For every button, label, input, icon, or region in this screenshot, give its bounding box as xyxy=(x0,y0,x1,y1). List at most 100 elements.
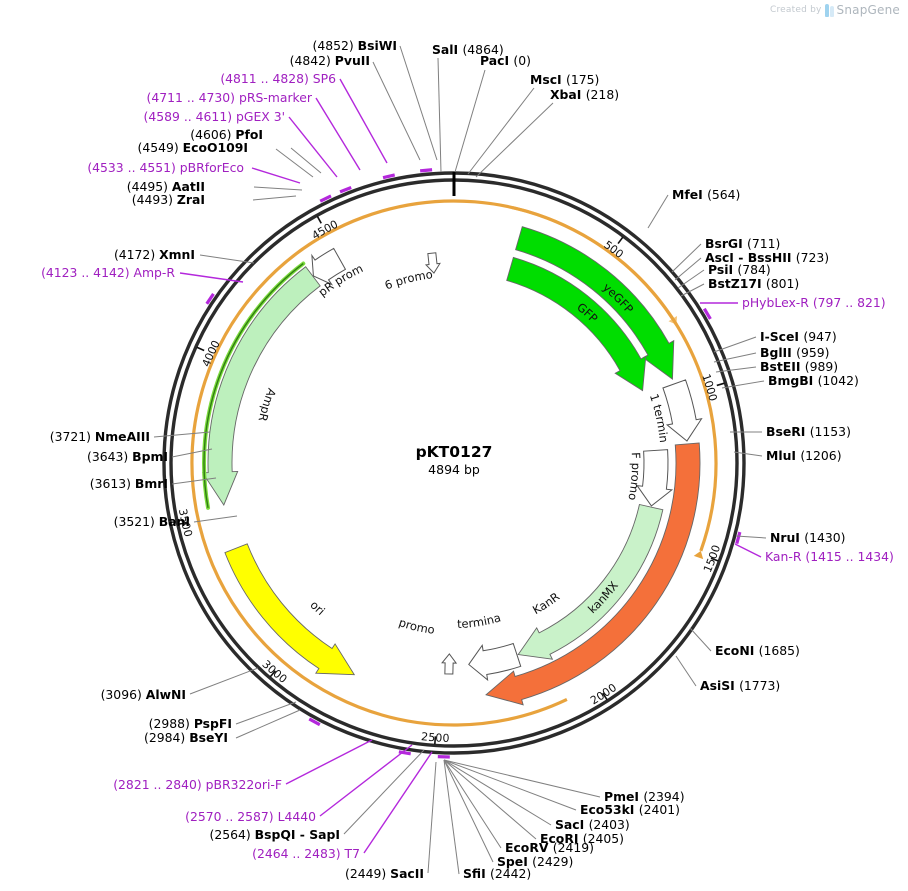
leader-line xyxy=(343,749,425,835)
label-ecorv[interactable]: EcoRV (2419) xyxy=(505,840,594,855)
label-zrai[interactable]: (4493) ZraI xyxy=(132,192,205,207)
label-pspfi[interactable]: (2988) PspFI xyxy=(149,716,232,731)
leader-line xyxy=(680,283,705,297)
label-phyblex-r[interactable]: pHybLex-R (797 .. 821) xyxy=(742,295,886,310)
label-pfoi[interactable]: (4606) PfoI xyxy=(190,127,263,142)
label-bsteii[interactable]: BstEII (989) xyxy=(760,359,838,374)
label-text: BsrGI (711) xyxy=(705,236,780,251)
label-mfei[interactable]: MfeI (564) xyxy=(672,187,740,202)
feature-adh1-terminator xyxy=(662,379,703,442)
ruler-tick-3500: 3500 xyxy=(176,508,195,539)
feature-tef-promoter xyxy=(636,449,674,507)
label-bseri[interactable]: BseRI (1153) xyxy=(766,424,851,439)
label-pgex-3-[interactable]: (4589 .. 4611) pGEX 3' xyxy=(144,109,285,124)
label-nmeaiii[interactable]: (3721) NmeAIII xyxy=(50,429,150,444)
label-saci[interactable]: SacI (2403) xyxy=(555,817,630,832)
feature-shape xyxy=(468,642,522,682)
tick-label: 500 xyxy=(601,238,625,261)
leader-line xyxy=(443,759,494,863)
label-aatii[interactable]: (4495) AatII xyxy=(127,179,205,194)
label-bpmi[interactable]: (3643) BpmI xyxy=(87,449,168,464)
label-xmni[interactable]: (4172) XmnI xyxy=(114,247,195,262)
label-amp-r[interactable]: (4123 .. 4142) Amp-R xyxy=(41,265,175,280)
leader-line xyxy=(735,535,767,539)
leader-line xyxy=(675,655,697,687)
label-kan-r[interactable]: Kan-R (1415 .. 1434) xyxy=(765,549,894,564)
feature-shape xyxy=(311,247,347,286)
label-econi[interactable]: EcoNI (1685) xyxy=(715,643,800,658)
label-prs-marker[interactable]: (4711 .. 4730) pRS-marker xyxy=(147,90,313,105)
label-bsiwi[interactable]: (4852) BsiWI xyxy=(313,38,398,53)
label-psii[interactable]: PsiI (784) xyxy=(708,262,771,277)
tick-mark xyxy=(434,736,437,745)
label-ecoo109i[interactable]: (4549) EcoO109I xyxy=(138,140,248,155)
label-text: MluI (1206) xyxy=(766,448,842,463)
label-pmei[interactable]: PmeI (2394) xyxy=(604,789,685,804)
leader-line xyxy=(443,759,460,875)
leader-line xyxy=(319,744,413,817)
label-sali[interactable]: SalI (4864) xyxy=(432,42,504,57)
leader-line xyxy=(721,380,765,389)
label-bspqi-sapi[interactable]: (2564) BspQI - SapI xyxy=(209,827,340,842)
ruler-tick-2500: 2500 xyxy=(420,730,449,745)
label-nrui[interactable]: NruI (1430) xyxy=(770,530,845,545)
ruler-tick-4500: 4500 xyxy=(310,215,340,242)
tick-label: 3500 xyxy=(176,508,195,539)
label-text: BseRI (1153) xyxy=(766,424,851,439)
label-msci[interactable]: MscI (175) xyxy=(530,72,599,87)
leader-line xyxy=(674,257,702,281)
label-text: (4533 .. 4551) pBRforEco xyxy=(87,160,244,175)
label-text: (3613) BmrI xyxy=(90,476,168,491)
label-text: BstZ17I (801) xyxy=(708,276,799,291)
label-pvuii[interactable]: (4842) PvuII xyxy=(290,53,370,68)
label-text: (4711 .. 4730) pRS-marker xyxy=(147,90,313,105)
label-bmri[interactable]: (3613) BmrI xyxy=(90,476,168,491)
label-text: EcoRV (2419) xyxy=(505,840,594,855)
tick-mark xyxy=(716,382,725,387)
labels-bottom-right: PmeI (2394)Eco53kI (2401)SacI (2403)EcoR… xyxy=(443,759,685,881)
label-text: NruI (1430) xyxy=(770,530,845,545)
label-sp6[interactable]: (4811 .. 4828) SP6 xyxy=(220,71,336,86)
label-eco53ki[interactable]: Eco53kI (2401) xyxy=(580,802,680,817)
label-ecori[interactable]: EcoRI (2405) xyxy=(540,831,624,846)
label-text: SalI (4864) xyxy=(432,42,504,57)
ampR-accent-line xyxy=(202,261,306,510)
label-mlui[interactable]: MluI (1206) xyxy=(766,448,842,463)
label-t7[interactable]: (2464 .. 2483) T7 xyxy=(252,846,360,861)
label-bstz17i[interactable]: BstZ17I (801) xyxy=(708,276,799,291)
label-asci-bsshii[interactable]: AscI - BssHII (723) xyxy=(705,250,829,265)
label-spei[interactable]: SpeI (2429) xyxy=(497,854,573,869)
label-bseyi[interactable]: (2984) BseYI xyxy=(144,730,228,745)
tick-mark xyxy=(269,670,277,678)
label-sfii[interactable]: SfiI (2442) xyxy=(463,866,531,881)
label-alwni[interactable]: (3096) AlwNI xyxy=(101,687,186,702)
leader-line xyxy=(288,116,338,178)
leader-line xyxy=(285,739,373,785)
label-asisi[interactable]: AsiSI (1773) xyxy=(700,678,780,693)
label-xbai[interactable]: XbaI (218) xyxy=(550,87,619,102)
label-text: PmeI (2394) xyxy=(604,789,685,804)
label-bani[interactable]: (3521) BanI xyxy=(114,514,190,529)
label-bsrgi[interactable]: BsrGI (711) xyxy=(705,236,780,251)
snapgene-logo-icon xyxy=(824,3,834,17)
feature-kanmx xyxy=(485,442,701,706)
label-pbrforeco[interactable]: (4533 .. 4551) pBRforEco xyxy=(87,160,244,175)
label-text: XbaI (218) xyxy=(550,87,619,102)
labels-left: (3521) BanI (3613) BmrI (3643) BpmI (3721) … xyxy=(41,247,255,529)
label-text: (4172) XmnI xyxy=(114,247,195,262)
label-l4440[interactable]: (2570 .. 2587) L4440 xyxy=(185,809,316,824)
label-i-scei[interactable]: I-SceI (947) xyxy=(760,329,837,344)
label-text: pHybLex-R (797 .. 821) xyxy=(742,295,886,310)
primer-tick xyxy=(735,531,742,545)
label-bmgbi[interactable]: BmgBI (1042) xyxy=(768,373,859,388)
label-bglii[interactable]: BglII (959) xyxy=(760,345,829,360)
label-sacii[interactable]: (2449) SacII xyxy=(345,866,424,881)
leader-line xyxy=(443,759,577,811)
feature-shape xyxy=(517,503,664,660)
leader-line xyxy=(733,451,763,457)
feature-shape xyxy=(662,379,703,442)
label-pbr322ori-f[interactable]: (2821 .. 2840) pBR322ori-F xyxy=(113,777,282,792)
label-paci[interactable]: PacI (0) xyxy=(480,53,531,68)
labels-top-right: SalI (4864)PacI (0) MscI (175)XbaI (218) xyxy=(432,42,619,178)
primer-tick xyxy=(382,173,396,180)
